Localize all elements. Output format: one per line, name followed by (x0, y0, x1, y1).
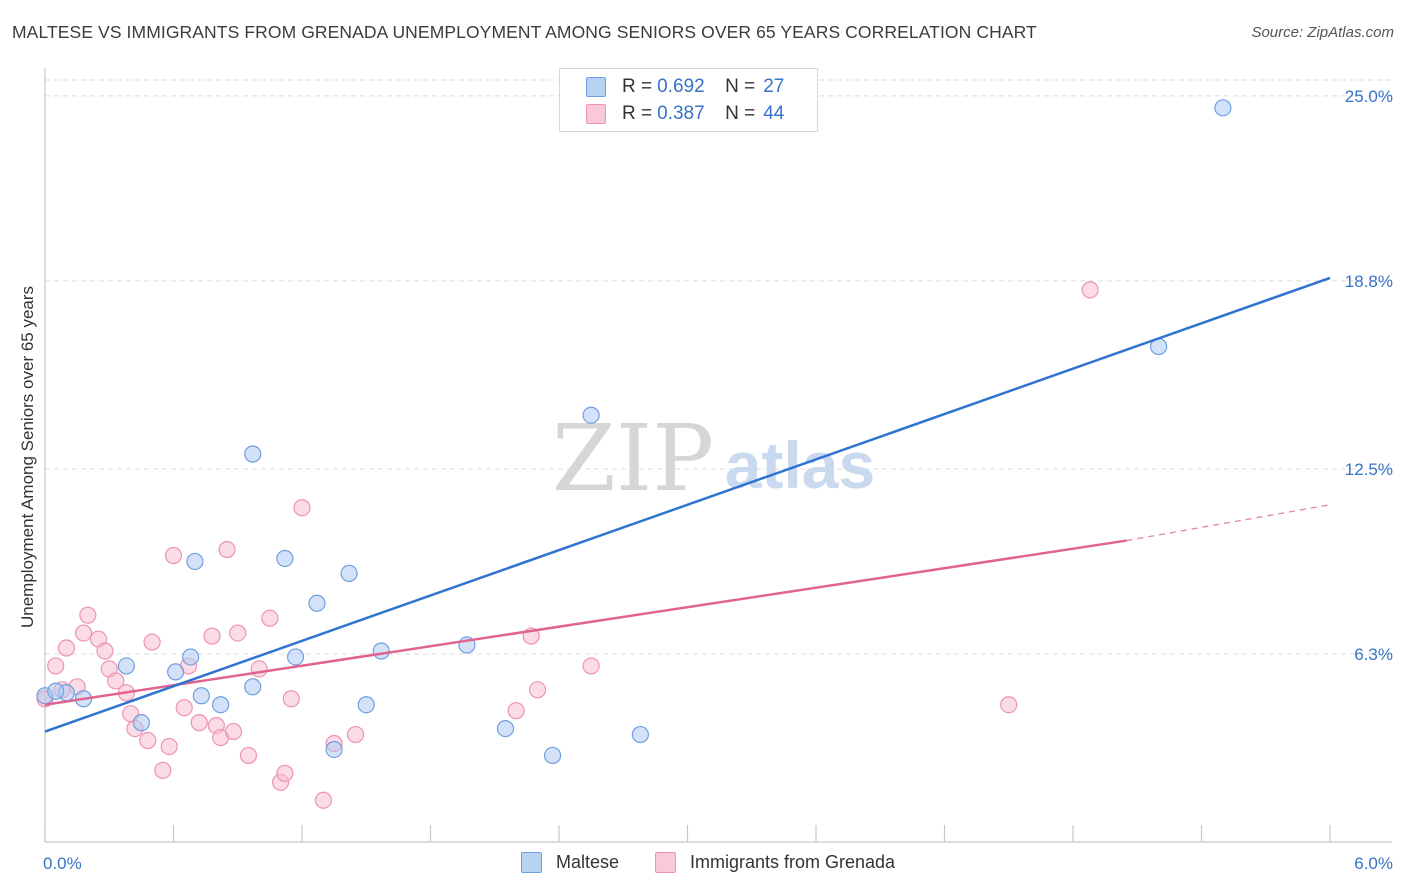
watermark: ZIP atlas (552, 405, 875, 512)
grenada-trend-line (44, 539, 1127, 706)
grenada-point (143, 633, 161, 651)
legend-row-maltese: R = 0.692 N = 27 (586, 75, 784, 99)
legend-item-maltese: Maltese (521, 852, 619, 873)
grenada-legend-swatch (655, 852, 676, 873)
maltese-point (357, 696, 375, 714)
maltese-point (496, 719, 515, 738)
grid-lines (45, 79, 1392, 655)
legend-row-grenada: R = 0.387 N = 44 (586, 102, 784, 126)
maltese-trend-line (44, 276, 1331, 733)
legend-n-value: 44 (763, 103, 785, 124)
maltese-point (244, 445, 262, 463)
maltese-point (167, 663, 185, 681)
maltese-point (631, 725, 649, 744)
grenada-point (1081, 281, 1099, 299)
legend-r-value: 0.692 (657, 76, 705, 97)
grenada-point (218, 540, 236, 559)
y-tick-label: 25.0% (1345, 87, 1393, 106)
grenada-point (79, 606, 97, 624)
maltese-point (186, 552, 204, 571)
grenada-point (164, 546, 183, 565)
grenada-point (224, 722, 243, 741)
grenada-point (507, 702, 525, 720)
grenada-point (57, 639, 76, 657)
grenada-point (160, 737, 178, 756)
maltese-point (244, 678, 262, 696)
maltese-point (308, 594, 326, 612)
y-tick-label: 12.5% (1345, 460, 1393, 479)
grenada-point (96, 642, 114, 660)
chart-title: MALTESE VS IMMIGRANTS FROM GRENADA UNEMP… (12, 22, 1037, 42)
tick-labels: 6.3% 12.5% 18.8% 25.0% 0.0% 6.0% (43, 87, 1393, 873)
watermark-zip: ZIP (552, 405, 714, 512)
grenada-point (314, 791, 333, 809)
series-legend: Maltese Immigrants from Grenada (0, 852, 1406, 876)
maltese-point (132, 714, 150, 732)
maltese-point (117, 657, 135, 675)
maltese-swatch (586, 77, 606, 97)
grenada-point (74, 624, 93, 642)
legend-n-value: 27 (763, 76, 785, 97)
legend-n-label: N = (725, 76, 756, 97)
grenada-point (528, 681, 547, 699)
y-axis-label: Unemployment Among Seniors over 65 years (18, 285, 37, 629)
maltese-point (47, 682, 65, 700)
correlation-legend: R = 0.692 N = 27 R = 0.387 N = 44 (559, 68, 818, 132)
maltese-point (286, 648, 305, 666)
maltese-point (325, 740, 343, 759)
legend-label-maltese: Maltese (556, 852, 620, 872)
x-tick-label: 0.0% (43, 854, 82, 873)
grenada-point (203, 627, 221, 645)
grenada-point (282, 690, 300, 708)
grenada-point (229, 624, 247, 642)
y-tick-label: 18.8% (1345, 272, 1393, 291)
grenada-point (190, 714, 208, 732)
maltese-point (192, 687, 210, 705)
maltese-point (212, 696, 230, 714)
grenada-point (346, 725, 365, 744)
legend-item-grenada: Immigrants from Grenada (655, 852, 895, 873)
maltese-points (36, 99, 1232, 765)
y-tick-label: 6.3% (1354, 645, 1393, 664)
source-credit: Source: ZipAtlas.com (1251, 24, 1394, 41)
legend-r-label: R = (622, 103, 653, 124)
legend-n-label: N = (725, 103, 756, 124)
maltese-point (372, 642, 390, 660)
grenada-point (47, 657, 65, 675)
legend-r-label: R = (622, 76, 653, 97)
maltese-point (543, 746, 562, 765)
grenada-swatch (586, 104, 606, 124)
maltese-point (340, 564, 358, 582)
maltese-point (582, 406, 600, 424)
grenada-points (36, 281, 1099, 809)
grenada-point (107, 672, 125, 690)
maltese-point (1214, 99, 1232, 117)
trend-lines (44, 276, 1331, 733)
axes (44, 68, 1392, 843)
legend-r-value: 0.387 (657, 103, 705, 124)
grenada-point (276, 764, 294, 782)
grenada-point (261, 609, 279, 627)
maltese-point (276, 549, 294, 568)
maltese-legend-swatch (521, 852, 542, 873)
legend-label-grenada: Immigrants from Grenada (690, 852, 896, 872)
grenada-point (139, 731, 157, 750)
grenada-point (239, 746, 258, 765)
grenada-point (154, 761, 172, 779)
grenada-point (175, 699, 193, 717)
x-tick-label: 6.0% (1354, 854, 1393, 873)
grenada-point (582, 657, 600, 675)
maltese-point (182, 648, 200, 666)
grenada-point (250, 660, 268, 678)
grenada-trend-extension (1126, 504, 1331, 542)
grenada-point (1000, 696, 1018, 714)
grenada-point (293, 499, 311, 517)
